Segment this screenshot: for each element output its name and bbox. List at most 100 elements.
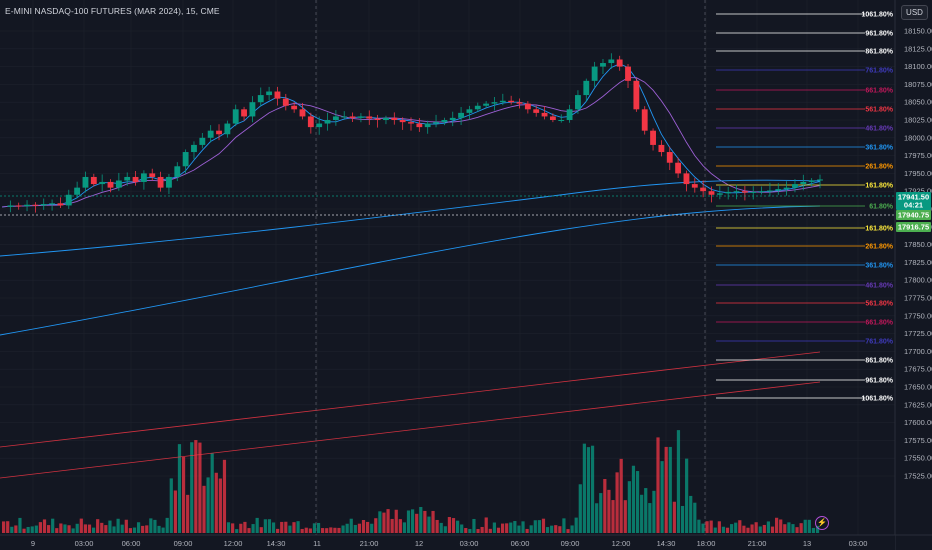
candle-body [666, 152, 673, 163]
volume-bar [59, 523, 63, 533]
volume-bar [312, 523, 317, 533]
volume-bar [124, 519, 128, 533]
volume-bar [705, 521, 709, 533]
time-axis[interactable]: 9 03:00 06:00 09:00 12:00 14:30 11 21:00 12 03:00… [0, 534, 932, 550]
candle-body [775, 189, 782, 191]
time-axis-label: 06:00 [511, 539, 530, 548]
fib-level-label: 861.80% [865, 49, 893, 56]
volume-bar [472, 518, 476, 533]
volume-bar [406, 510, 411, 533]
candle-body [124, 176, 131, 181]
volume-bar [513, 521, 517, 533]
volume-bar [255, 517, 259, 533]
fib-level-label: 461.80% [865, 126, 893, 133]
volume-bar [517, 525, 521, 533]
candle-body [691, 184, 698, 188]
volume-bar [750, 524, 754, 533]
candle-body [408, 122, 414, 124]
candle-body [7, 205, 14, 207]
candle-body [558, 120, 565, 121]
volume-bar [67, 525, 71, 533]
volume-bar [619, 458, 623, 533]
price-axis-label: 17600.00 [904, 418, 932, 427]
candle-body [733, 191, 740, 193]
candle-body [274, 91, 281, 99]
fib-level-label: 461.80% [865, 283, 893, 290]
candle-body [216, 130, 222, 135]
volume-bar [648, 503, 652, 533]
volume-bar [623, 500, 627, 533]
volume-bar [685, 458, 689, 533]
volume-bar [63, 524, 67, 533]
candle-body [700, 187, 707, 192]
volume-bar [427, 516, 431, 533]
volume-bar [574, 517, 578, 533]
volume-bar [762, 524, 766, 533]
ma-long-line [0, 179, 821, 257]
time-axis-label: 21:00 [360, 539, 379, 548]
fib-level-label: 361.80% [865, 145, 893, 152]
volume-bar [709, 520, 713, 533]
volume-bar [6, 521, 10, 533]
price-axis-label: 18025.00 [904, 116, 932, 125]
volume-bar [644, 488, 648, 533]
volume-bar [10, 526, 14, 533]
volume-bar [693, 502, 697, 533]
candle-body [282, 98, 289, 106]
volume-bar [533, 520, 537, 533]
volume-bar [321, 528, 325, 533]
volume-bar [754, 522, 758, 533]
volume-bar [570, 525, 574, 533]
volume-bar [541, 518, 546, 533]
volume-bar [104, 525, 108, 533]
candle-body [57, 203, 64, 206]
fib-level-label: 1061.80% [861, 396, 893, 403]
price-axis-label: 17550.00 [904, 454, 932, 463]
volume-bar [26, 526, 30, 533]
candle-body [516, 102, 523, 104]
volume-bar [680, 505, 685, 533]
candle-body [483, 103, 490, 106]
volume-bar [276, 528, 280, 533]
candle-body [524, 103, 531, 110]
volume-bar [34, 525, 38, 533]
volume-bar [280, 521, 284, 533]
chart-title: E-MINI NASDAQ-100 FUTURES (MAR 2024), 15… [5, 6, 220, 16]
volume-bar [79, 518, 83, 533]
currency-button[interactable]: USD [901, 5, 928, 20]
candle-body [90, 176, 97, 185]
volume-bar [562, 518, 566, 533]
volume-bar [558, 526, 562, 533]
price-axis-label: 17625.00 [904, 400, 932, 409]
candle-body [741, 191, 748, 193]
volume-bar [108, 520, 112, 533]
candle-body [675, 162, 682, 174]
volume-bar [419, 506, 423, 533]
volume-bar [791, 524, 795, 533]
volume-bar [509, 522, 513, 533]
time-axis-label: 14:30 [267, 539, 286, 548]
fibonacci-levels[interactable]: 1061.80% 961.80% 861.80% 761.80% 661.80% 561.… [716, 12, 894, 403]
volume-bar [83, 524, 87, 533]
volume-bar [161, 527, 165, 533]
candle-body [817, 179, 823, 181]
volume-bar [578, 484, 582, 533]
candle-body [149, 173, 156, 177]
candle-body [299, 109, 306, 117]
price-tag-label: 04:21 [904, 201, 923, 210]
time-axis-label: 12:00 [612, 539, 631, 548]
time-axis-label: 18:00 [697, 539, 716, 548]
candle-body [633, 80, 640, 110]
volume-bar [795, 527, 799, 533]
lightning-alert-icon[interactable]: ⚡ [815, 516, 829, 530]
price-axis-label: 17725.00 [904, 329, 932, 338]
fib-level-label: 61.80% [869, 204, 894, 211]
candle-body [808, 180, 815, 182]
candle-body [508, 100, 515, 103]
price-axis[interactable]: 18150.00 18125.00 18100.00 18075.00 18050.00… [894, 0, 932, 550]
volume-bar [738, 520, 742, 533]
volume-bar [386, 509, 390, 533]
price-axis-label: 18125.00 [904, 44, 932, 53]
fib-level-label: 961.80% [865, 31, 893, 38]
